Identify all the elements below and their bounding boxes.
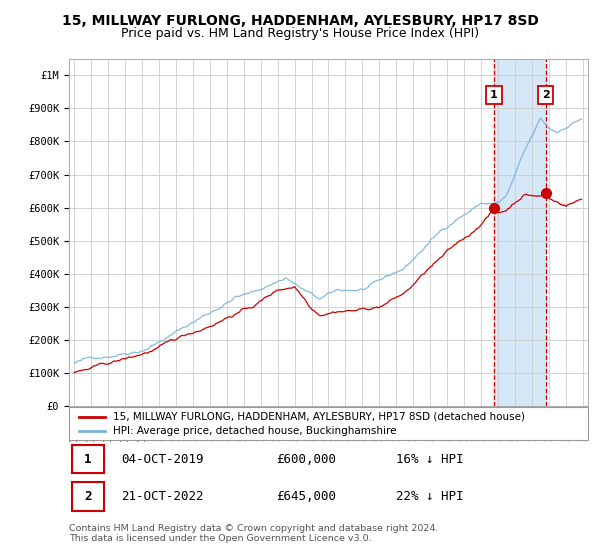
Text: 2: 2 bbox=[84, 491, 91, 503]
Text: 22% ↓ HPI: 22% ↓ HPI bbox=[396, 491, 463, 503]
Bar bbox=[71, 445, 104, 473]
Bar bbox=[494, 59, 545, 406]
Text: 1: 1 bbox=[490, 90, 498, 100]
Text: 15, MILLWAY FURLONG, HADDENHAM, AYLESBURY, HP17 8SD: 15, MILLWAY FURLONG, HADDENHAM, AYLESBUR… bbox=[62, 14, 538, 28]
Text: 2: 2 bbox=[542, 90, 550, 100]
Text: £600,000: £600,000 bbox=[277, 452, 337, 465]
Text: 21-OCT-2022: 21-OCT-2022 bbox=[121, 491, 203, 503]
Text: 04-OCT-2019: 04-OCT-2019 bbox=[121, 452, 203, 465]
Text: Price paid vs. HM Land Registry's House Price Index (HPI): Price paid vs. HM Land Registry's House … bbox=[121, 27, 479, 40]
Text: 1: 1 bbox=[84, 452, 91, 465]
Text: HPI: Average price, detached house, Buckinghamshire: HPI: Average price, detached house, Buck… bbox=[113, 427, 397, 436]
Text: 16% ↓ HPI: 16% ↓ HPI bbox=[396, 452, 463, 465]
FancyBboxPatch shape bbox=[69, 407, 588, 440]
Text: Contains HM Land Registry data © Crown copyright and database right 2024.
This d: Contains HM Land Registry data © Crown c… bbox=[69, 524, 439, 543]
Text: £645,000: £645,000 bbox=[277, 491, 337, 503]
Text: 15, MILLWAY FURLONG, HADDENHAM, AYLESBURY, HP17 8SD (detached house): 15, MILLWAY FURLONG, HADDENHAM, AYLESBUR… bbox=[113, 412, 525, 422]
Bar bbox=[71, 483, 104, 511]
